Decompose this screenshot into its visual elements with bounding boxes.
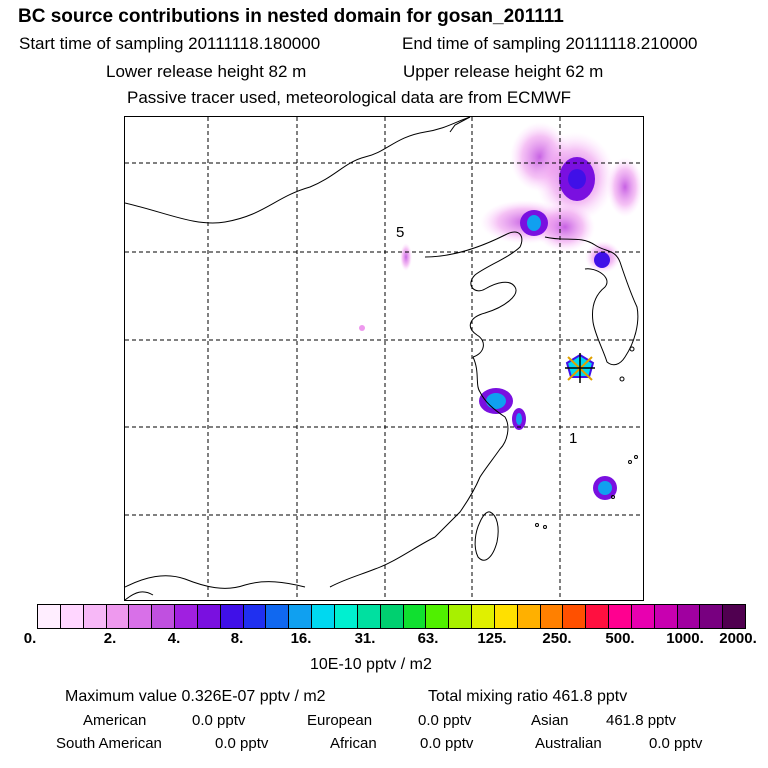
plot-title: BC source contributions in nested domain…: [18, 6, 564, 27]
colorbar-swatch: [243, 605, 267, 628]
colorbar-tick-label: 4.: [167, 630, 181, 647]
colorbar-swatch: [106, 605, 130, 628]
colorbar-swatch: [175, 605, 198, 628]
map-svg: [125, 117, 643, 600]
american-label: American: [83, 712, 147, 729]
colorbar-swatch: [197, 605, 221, 628]
colorbar-swatch: [83, 605, 107, 628]
hotspot-shanghai: [479, 388, 526, 430]
african-label: African: [330, 735, 377, 752]
colorbar-swatch: [38, 605, 61, 628]
hotspot-ocean: [593, 476, 617, 500]
colorbar-swatch: [654, 605, 678, 628]
colorbar-tick-label: 63.: [417, 630, 439, 647]
lower-release-height: Lower release height 82 m: [106, 62, 307, 81]
colorbar-swatch: [563, 605, 587, 628]
map-label-1: 1: [569, 430, 578, 447]
colorbar-swatch: [540, 605, 564, 628]
australian-label: Australian: [535, 735, 602, 752]
start-time: Start time of sampling 20111118.180000: [19, 34, 321, 53]
colorbar-swatch: [426, 605, 450, 628]
asian-value: 461.8 pptv: [606, 712, 677, 729]
colorbar-swatch: [266, 605, 290, 628]
asian-label: Asian: [531, 712, 569, 729]
european-value: 0.0 pptv: [418, 712, 472, 729]
colorbar-swatch: [700, 605, 724, 628]
colorbar-swatch: [586, 605, 610, 628]
end-time: End time of sampling 20111118.210000: [402, 34, 698, 53]
tracer-note: Passive tracer used, meteorological data…: [127, 88, 572, 107]
map-label-5: 5: [396, 224, 405, 241]
colorbar-tick-label: 16.: [290, 630, 312, 647]
colorbar-swatch: [609, 605, 632, 628]
colorbar-swatch: [449, 605, 473, 628]
european-label: European: [307, 712, 373, 729]
total-mixing-ratio: Total mixing ratio 461.8 pptv: [428, 688, 628, 705]
colorbar-unit: 10E-10 pptv / m2: [310, 656, 432, 673]
upper-release-height: Upper release height 62 m: [403, 62, 604, 81]
colorbar-swatch: [403, 605, 427, 628]
colorbar-swatch: [494, 605, 518, 628]
australian-value: 0.0 pptv: [649, 735, 703, 752]
colorbar-swatch: [334, 605, 358, 628]
colorbar-swatch: [380, 605, 404, 628]
colorbar: [37, 604, 746, 629]
colorbar-swatch: [357, 605, 381, 628]
african-value: 0.0 pptv: [420, 735, 474, 752]
map-panel: 5 1: [124, 116, 644, 601]
maximum-value: Maximum value 0.326E-07 pptv / m2: [65, 688, 326, 705]
colorbar-swatch: [60, 605, 84, 628]
colorbar-tick-label: 2000.: [719, 630, 757, 647]
lat-lon-grid: [125, 117, 643, 600]
south-american-value: 0.0 pptv: [215, 735, 269, 752]
colorbar-tick-label: 500.: [605, 630, 635, 647]
land-outlines: [125, 117, 639, 600]
colorbar-swatch: [472, 605, 495, 628]
colorbar-swatch: [152, 605, 176, 628]
colorbar-swatch: [631, 605, 655, 628]
american-value: 0.0 pptv: [192, 712, 246, 729]
colorbar-tick-label: 31.: [354, 630, 376, 647]
hotspot-north: [520, 157, 610, 268]
colorbar-tick-label: 8.: [230, 630, 244, 647]
colorbar-swatch: [289, 605, 313, 628]
colorbar-swatch: [220, 605, 244, 628]
colorbar-swatch: [312, 605, 335, 628]
colorbar-tick-label: 1000.: [666, 630, 704, 647]
receptor-marker: [565, 353, 595, 383]
south-american-label: South American: [56, 735, 162, 752]
colorbar-swatch: [129, 605, 153, 628]
colorbar-swatch: [517, 605, 541, 628]
colorbar-swatch: [723, 605, 746, 628]
colorbar-tick-label: 0.: [23, 630, 37, 647]
colorbar-tick-label: 125.: [477, 630, 507, 647]
colorbar-tick-label: 2.: [103, 630, 117, 647]
colorbar-tick-label: 250.: [542, 630, 572, 647]
colorbar-swatch: [677, 605, 701, 628]
